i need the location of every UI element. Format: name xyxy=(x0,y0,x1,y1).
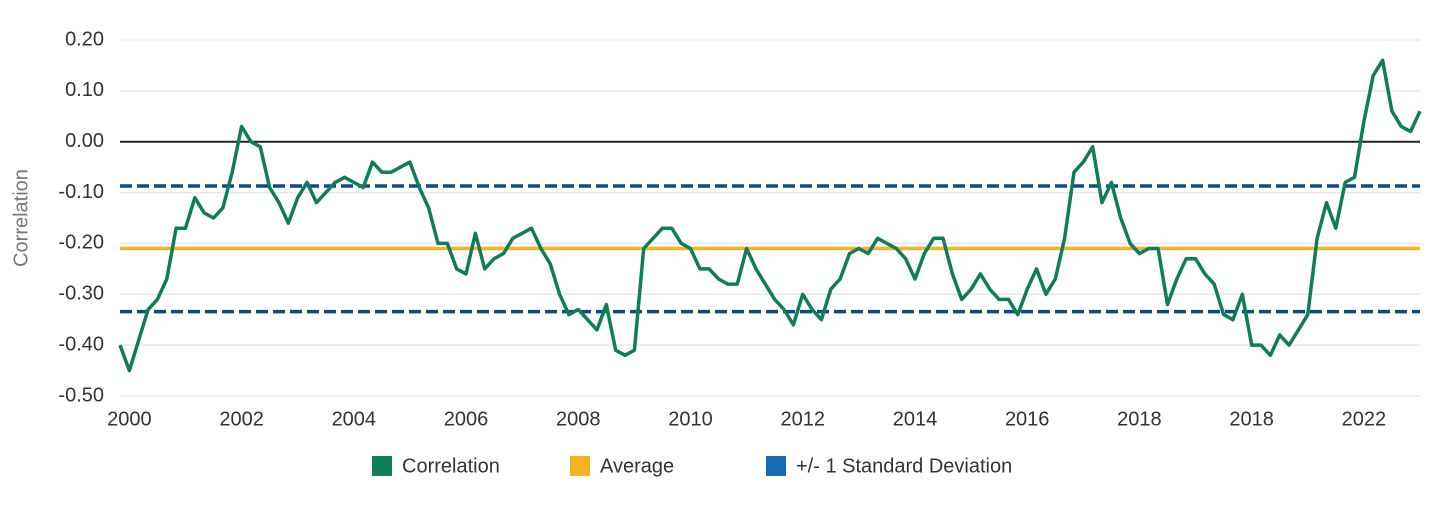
y-tick-label: 0.10 xyxy=(65,79,104,101)
y-tick-label: -0.30 xyxy=(58,283,104,305)
legend-swatch xyxy=(372,456,392,476)
x-tick-label: 2022 xyxy=(1342,408,1387,430)
legend-swatch xyxy=(570,456,590,476)
legend-swatch xyxy=(766,456,786,476)
x-tick-label: 2006 xyxy=(444,408,489,430)
x-tick-label: 2002 xyxy=(219,408,264,430)
y-tick-label: -0.40 xyxy=(58,333,104,355)
y-tick-label: 0.20 xyxy=(65,28,104,50)
x-tick-label: 2014 xyxy=(893,408,938,430)
x-tick-label: 2012 xyxy=(780,408,825,430)
y-tick-label: -0.50 xyxy=(58,384,104,406)
legend-label: +/- 1 Standard Deviation xyxy=(796,455,1012,477)
y-tick-label: -0.20 xyxy=(58,232,104,254)
x-tick-label: 2010 xyxy=(668,408,713,430)
x-tick-label: 2018 xyxy=(1117,408,1162,430)
x-tick-label: 2000 xyxy=(107,408,152,430)
legend-label: Average xyxy=(600,455,674,477)
data-line xyxy=(118,58,1422,373)
y-tick-label: 0.00 xyxy=(65,130,104,152)
x-tick-label: 2004 xyxy=(332,408,377,430)
x-tick-label: 2016 xyxy=(1005,408,1050,430)
x-tick-label: 2008 xyxy=(556,408,601,430)
legend-label: Correlation xyxy=(402,455,500,477)
y-axis-title: Correlation xyxy=(10,169,32,267)
x-tick-label: 2018 xyxy=(1229,408,1274,430)
y-tick-label: -0.10 xyxy=(58,181,104,203)
